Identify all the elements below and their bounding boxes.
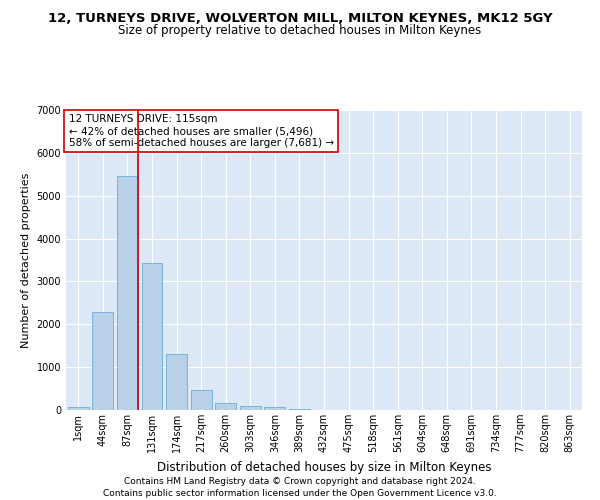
Bar (92, 312, 113, 410)
Bar (240, 406, 261, 410)
Bar (68, 407, 89, 410)
Text: 12, TURNEYS DRIVE, WOLVERTON MILL, MILTON KEYNES, MK12 5GY: 12, TURNEYS DRIVE, WOLVERTON MILL, MILTO… (47, 12, 553, 26)
Bar (265, 407, 286, 410)
Text: Size of property relative to detached houses in Milton Keynes: Size of property relative to detached ho… (118, 24, 482, 37)
Bar (117, 176, 138, 410)
Bar (166, 354, 187, 410)
Y-axis label: Number of detached properties: Number of detached properties (21, 172, 31, 348)
Text: Contains public sector information licensed under the Open Government Licence v3: Contains public sector information licen… (103, 489, 497, 498)
Bar (191, 390, 212, 410)
Bar (289, 408, 310, 410)
Text: Contains HM Land Registry data © Crown copyright and database right 2024.: Contains HM Land Registry data © Crown c… (124, 478, 476, 486)
Text: 12 TURNEYS DRIVE: 115sqm
← 42% of detached houses are smaller (5,496)
58% of sem: 12 TURNEYS DRIVE: 115sqm ← 42% of detach… (68, 114, 334, 148)
X-axis label: Distribution of detached houses by size in Milton Keynes: Distribution of detached houses by size … (157, 460, 491, 473)
Bar (215, 404, 236, 410)
Bar (142, 262, 163, 410)
